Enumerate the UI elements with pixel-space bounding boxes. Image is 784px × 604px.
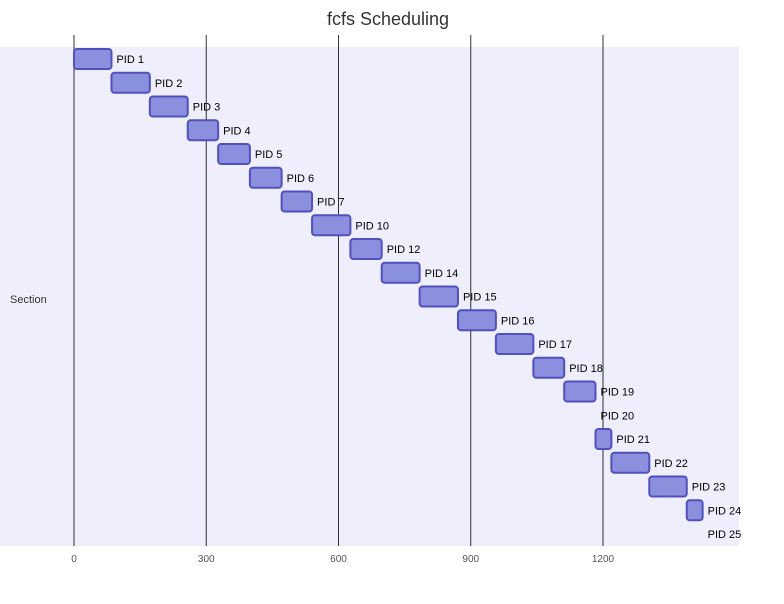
task-bar — [418, 285, 459, 308]
task-label: PID 19 — [601, 387, 635, 399]
task-label: PID 20 — [601, 410, 635, 422]
task-label: PID 17 — [538, 339, 572, 351]
task-bar — [610, 451, 651, 474]
task-label: PID 3 — [193, 102, 221, 114]
section-label: Section — [10, 294, 47, 306]
task-label: PID 15 — [463, 292, 497, 304]
task-label: PID 14 — [425, 268, 459, 280]
task-label: PID 10 — [355, 220, 389, 232]
task-label: PID 21 — [616, 434, 650, 446]
task-label: PID 22 — [654, 458, 688, 470]
task-bar — [73, 48, 113, 70]
task-label: PID 5 — [255, 149, 283, 161]
task-label: PID 2 — [155, 78, 183, 90]
task-bar — [532, 356, 566, 379]
task-bar — [280, 190, 314, 213]
task-label: PID 18 — [569, 363, 603, 375]
task-bar — [349, 238, 383, 260]
task-label: PID 16 — [501, 315, 535, 327]
task-bar — [563, 380, 597, 403]
task-bar — [148, 95, 189, 118]
task-bar — [186, 119, 220, 142]
task-label: PID 12 — [387, 244, 421, 256]
task-label: PID 1 — [116, 54, 144, 66]
task-bar — [456, 309, 497, 332]
task-label: PID 23 — [692, 482, 726, 494]
task-bar — [217, 143, 251, 165]
task-label: PID 24 — [708, 505, 742, 517]
x-tick-label: 600 — [330, 554, 347, 565]
x-tick-label: 900 — [462, 554, 479, 565]
task-bar — [648, 475, 688, 498]
task-label: PID 4 — [223, 125, 251, 137]
x-tick-label: 300 — [198, 554, 215, 565]
task-bar — [248, 166, 283, 189]
x-tick-label: 0 — [71, 554, 77, 565]
task-bar — [494, 333, 535, 355]
chart-title: fcfs Scheduling — [327, 9, 449, 29]
task-bar — [380, 261, 421, 284]
x-axis-ticks: 0 300 600 900 1200 — [71, 554, 614, 565]
task-bar — [594, 428, 613, 450]
task-bar — [311, 214, 352, 237]
task-label: PID 6 — [287, 173, 315, 185]
task-bar — [685, 499, 704, 522]
task-label: PID 7 — [317, 197, 345, 209]
x-tick-label: 1200 — [592, 554, 615, 565]
task-label: PID 25 — [708, 529, 742, 541]
task-bar — [110, 71, 151, 94]
